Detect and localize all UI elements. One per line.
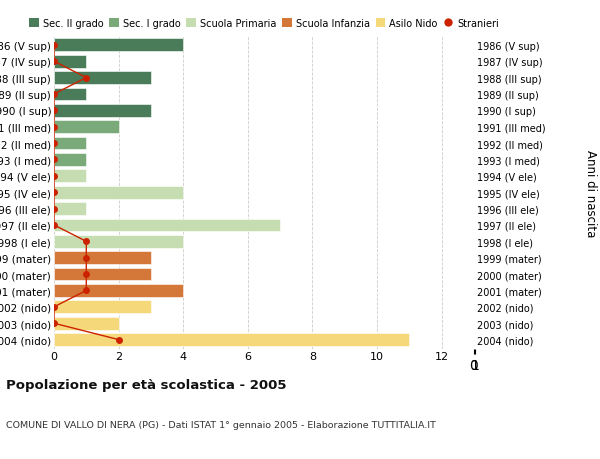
- Bar: [54, 285, 183, 297]
- Point: [82, 271, 91, 278]
- Point: [49, 206, 59, 213]
- Bar: [54, 72, 151, 85]
- Bar: [54, 121, 119, 134]
- Legend: Sec. II grado, Sec. I grado, Scuola Primaria, Scuola Infanzia, Asilo Nido, Stran: Sec. II grado, Sec. I grado, Scuola Prim…: [29, 19, 499, 29]
- Bar: [54, 154, 86, 167]
- Point: [49, 91, 59, 98]
- Text: Anni di nascita: Anni di nascita: [584, 149, 597, 236]
- Text: COMUNE DI VALLO DI NERA (PG) - Dati ISTAT 1° gennaio 2005 - Elaborazione TUTTITA: COMUNE DI VALLO DI NERA (PG) - Dati ISTA…: [6, 420, 436, 429]
- Point: [49, 320, 59, 327]
- Bar: [54, 203, 86, 215]
- Bar: [54, 186, 183, 199]
- Bar: [54, 252, 151, 264]
- Bar: [54, 235, 183, 248]
- Bar: [54, 56, 86, 68]
- Point: [49, 124, 59, 131]
- Bar: [54, 268, 151, 281]
- Bar: [54, 89, 86, 101]
- Bar: [54, 219, 280, 232]
- Point: [82, 254, 91, 262]
- Point: [49, 58, 59, 66]
- Bar: [54, 137, 86, 150]
- Text: Popolazione per età scolastica - 2005: Popolazione per età scolastica - 2005: [6, 379, 287, 392]
- Bar: [54, 301, 151, 313]
- Bar: [54, 170, 86, 183]
- Point: [49, 140, 59, 147]
- Point: [82, 75, 91, 82]
- Bar: [54, 317, 119, 330]
- Point: [82, 287, 91, 295]
- Bar: [54, 39, 183, 52]
- Point: [49, 107, 59, 115]
- Bar: [54, 334, 409, 346]
- Point: [49, 42, 59, 50]
- Point: [49, 303, 59, 311]
- Bar: [54, 105, 151, 118]
- Point: [49, 222, 59, 229]
- Point: [49, 173, 59, 180]
- Point: [82, 238, 91, 246]
- Point: [49, 157, 59, 164]
- Point: [49, 189, 59, 196]
- Point: [114, 336, 124, 343]
